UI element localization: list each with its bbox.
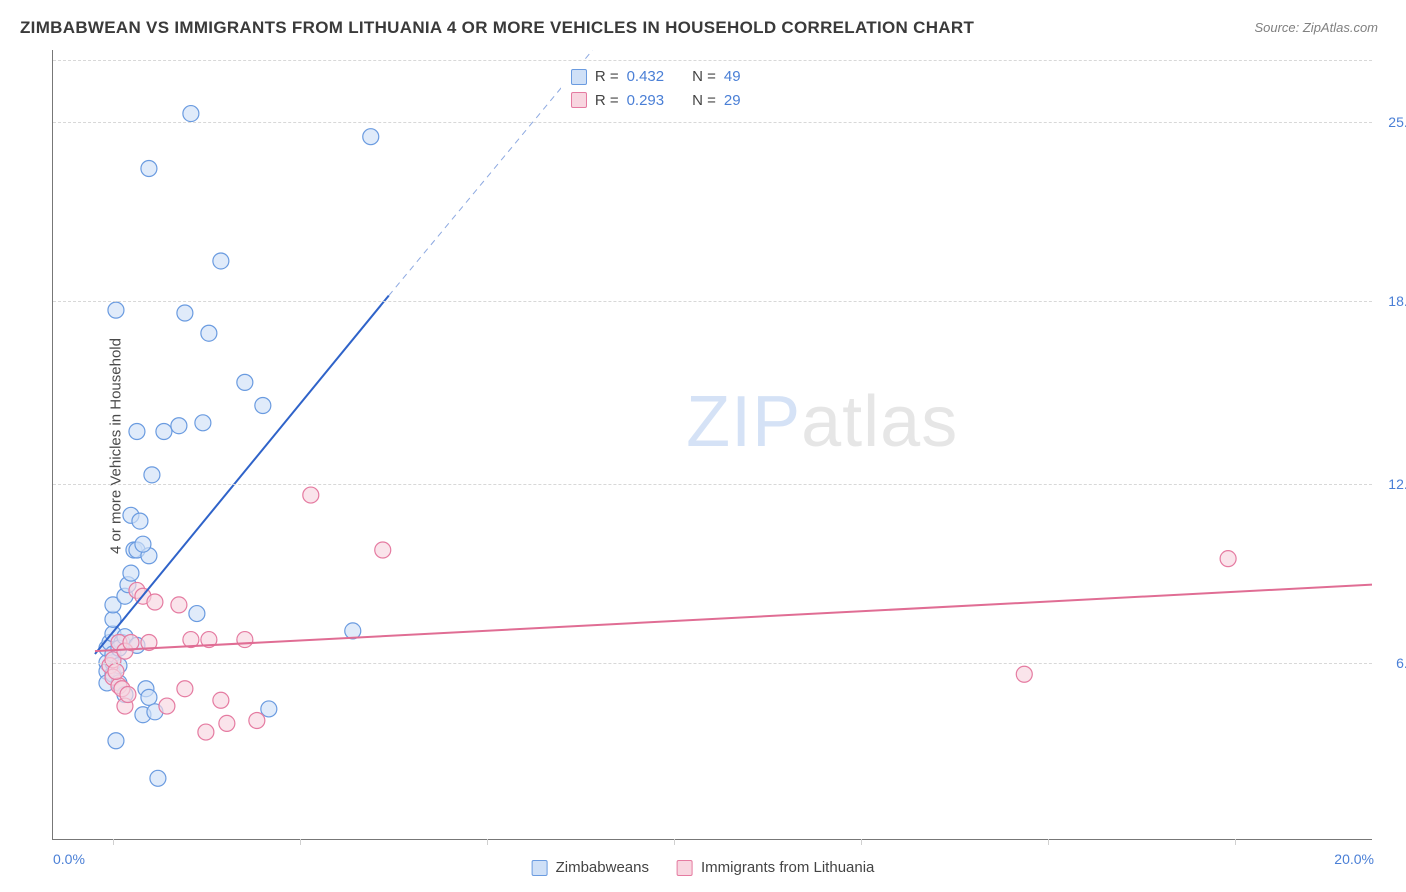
- scatter-point: [147, 594, 163, 610]
- stat-n-value: 49: [724, 65, 741, 88]
- stat-r-label: R =: [595, 65, 619, 88]
- chart-plot-area: ZIPatlas 0.0% 20.0% R = 0.432N = 49R = 0…: [52, 50, 1372, 840]
- stat-n-value: 29: [724, 89, 741, 112]
- scatter-point: [1220, 551, 1236, 567]
- x-tick: [1235, 839, 1236, 845]
- scatter-point: [141, 689, 157, 705]
- scatter-point: [195, 415, 211, 431]
- x-tick: [674, 839, 675, 845]
- scatter-point: [189, 606, 205, 622]
- scatter-point: [171, 418, 187, 434]
- gridline-h: [53, 301, 1372, 302]
- scatter-point: [132, 513, 148, 529]
- scatter-point: [177, 681, 193, 697]
- gridline-h: [53, 122, 1372, 123]
- scatter-point: [108, 302, 124, 318]
- scatter-point: [108, 663, 124, 679]
- y-tick-label: 18.8%: [1388, 293, 1406, 309]
- scatter-point: [129, 423, 145, 439]
- scatter-point: [1016, 666, 1032, 682]
- scatter-point: [237, 374, 253, 390]
- stat-r-value: 0.432: [627, 65, 665, 88]
- scatter-point: [213, 253, 229, 269]
- regression-line: [95, 585, 1372, 651]
- scatter-point: [375, 542, 391, 558]
- x-axis-min-label: 0.0%: [53, 851, 85, 867]
- scatter-point: [219, 715, 235, 731]
- swatch-icon: [571, 69, 587, 85]
- scatter-point: [159, 698, 175, 714]
- stat-r-label: R =: [595, 89, 619, 112]
- scatter-point: [156, 423, 172, 439]
- scatter-point: [201, 325, 217, 341]
- gridline-h: [53, 663, 1372, 664]
- scatter-point: [363, 129, 379, 145]
- scatter-point: [183, 106, 199, 122]
- scatter-point: [261, 701, 277, 717]
- scatter-point: [213, 692, 229, 708]
- legend-item: Immigrants from Lithuania: [677, 859, 874, 876]
- scatter-point: [144, 467, 160, 483]
- scatter-point: [171, 597, 187, 613]
- x-tick: [861, 839, 862, 845]
- scatter-point: [198, 724, 214, 740]
- scatter-point: [108, 733, 124, 749]
- series-legend: Zimbabweans Immigrants from Lithuania: [532, 859, 875, 876]
- gridline-h: [53, 484, 1372, 485]
- x-axis-max-label: 20.0%: [1334, 851, 1374, 867]
- legend-label: Immigrants from Lithuania: [701, 859, 874, 876]
- x-tick: [1048, 839, 1049, 845]
- swatch-icon: [532, 860, 548, 876]
- gridline-h: [53, 60, 1372, 61]
- x-tick: [487, 839, 488, 845]
- scatter-point: [255, 397, 271, 413]
- legend-item: Zimbabweans: [532, 859, 649, 876]
- stats-legend-box: R = 0.432 N = 49 R = 0.293 N = 29: [561, 59, 751, 118]
- stat-n-label: N =: [692, 65, 716, 88]
- x-tick: [113, 839, 114, 845]
- scatter-point: [120, 686, 136, 702]
- scatter-point: [141, 160, 157, 176]
- scatter-point: [123, 565, 139, 581]
- chart-svg: [53, 50, 1372, 839]
- swatch-icon: [677, 860, 693, 876]
- source-label: Source: ZipAtlas.com: [1254, 20, 1378, 35]
- stat-n-label: N =: [692, 89, 716, 112]
- scatter-point: [135, 536, 151, 552]
- regression-line: [95, 296, 389, 654]
- y-tick-label: 6.3%: [1396, 655, 1406, 671]
- y-tick-label: 25.0%: [1388, 114, 1406, 130]
- scatter-point: [150, 770, 166, 786]
- stats-row: R = 0.432 N = 49: [571, 65, 741, 88]
- legend-label: Zimbabweans: [556, 859, 649, 876]
- scatter-point: [249, 713, 265, 729]
- chart-title: ZIMBABWEAN VS IMMIGRANTS FROM LITHUANIA …: [20, 18, 974, 38]
- swatch-icon: [571, 92, 587, 108]
- y-tick-label: 12.5%: [1388, 476, 1406, 492]
- scatter-point: [177, 305, 193, 321]
- stat-r-value: 0.293: [627, 89, 665, 112]
- scatter-point: [237, 632, 253, 648]
- scatter-point: [303, 487, 319, 503]
- x-tick: [300, 839, 301, 845]
- stats-row: R = 0.293 N = 29: [571, 89, 741, 112]
